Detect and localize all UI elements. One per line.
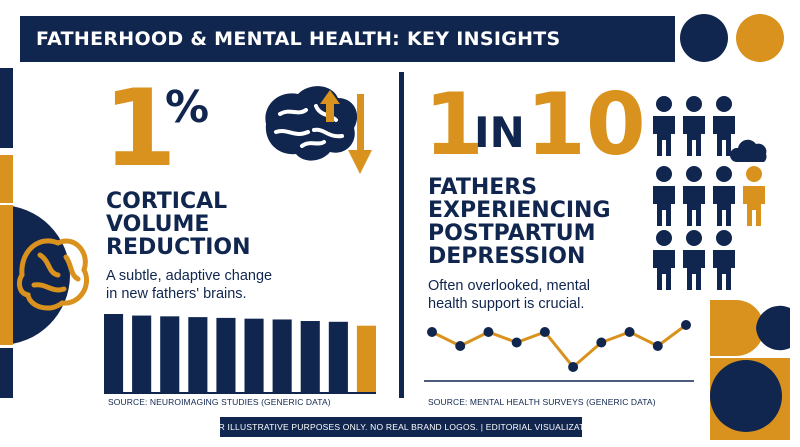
stat-number-a: 1	[424, 75, 484, 175]
person-icon	[713, 230, 735, 290]
line-point	[681, 320, 691, 330]
decorative-block-navy	[0, 68, 13, 148]
decorative-shapes-bottom-right	[710, 300, 790, 440]
bar	[132, 315, 152, 392]
bar	[244, 318, 264, 392]
line-point	[427, 327, 437, 337]
bar-chart	[104, 314, 376, 394]
right-source: SOURCE: MENTAL HEALTH SURVEYS (GENERIC D…	[428, 397, 656, 407]
bar	[188, 317, 208, 392]
line-point	[539, 327, 550, 337]
line-chart	[424, 320, 694, 382]
line-point	[568, 362, 579, 372]
footer-note: NOTE: FOR ILLUSTRATIVE PURPOSES ONLY. NO…	[176, 422, 626, 432]
raincloud-icon	[729, 139, 767, 162]
page-title: FATHERHOOD & MENTAL HEALTH: KEY INSIGHTS	[36, 28, 561, 50]
bar	[272, 319, 292, 392]
brain-with-down-arrow-icon	[265, 86, 372, 174]
bar	[216, 317, 236, 392]
stat-percent: 1 %	[103, 76, 263, 182]
bar	[356, 325, 376, 392]
footer-note-bar: NOTE: FOR ILLUSTRATIVE PURPOSES ONLY. NO…	[177, 417, 625, 437]
person-icon	[743, 166, 765, 226]
stat-number: 1	[103, 67, 177, 190]
stat-in: IN	[474, 108, 525, 157]
left-description: A subtle, adaptive change in new fathers…	[106, 268, 273, 302]
line-point	[483, 327, 494, 337]
person-icon	[683, 230, 705, 290]
bar	[160, 316, 180, 392]
decorative-circles-top	[680, 14, 784, 62]
line-point	[596, 337, 607, 348]
bar	[104, 314, 124, 392]
person-icon	[653, 230, 675, 290]
stat-number-b: 10	[526, 75, 646, 175]
person-icon	[683, 96, 705, 156]
stat-one-in-ten: 1 IN 10	[424, 82, 654, 172]
person-icon	[713, 166, 735, 226]
line-point	[455, 341, 466, 351]
bar	[328, 321, 348, 392]
person-icon	[713, 96, 735, 156]
left-headline: CORTICAL VOLUME REDUCTION	[106, 189, 251, 261]
person-icon	[683, 166, 705, 226]
line-point	[511, 337, 522, 348]
stat-unit: %	[165, 82, 210, 133]
line-series	[431, 323, 687, 370]
person-icon	[653, 96, 675, 156]
decorative-block-gold	[0, 155, 13, 203]
right-description: Often overlooked, mental health support …	[428, 278, 591, 312]
people-group-with-raincloud-icon	[653, 96, 767, 290]
person-icon	[653, 166, 675, 226]
left-source: SOURCE: NEUROIMAGING STUDIES (GENERIC DA…	[108, 397, 331, 407]
brain-outline-icon	[0, 205, 89, 345]
line-point	[652, 341, 663, 351]
bar	[300, 321, 320, 392]
decorative-block-navy-bottom	[0, 348, 13, 398]
title-bar: FATHERHOOD & MENTAL HEALTH: KEY INSIGHTS	[20, 16, 675, 62]
line-point	[624, 327, 635, 337]
panel-divider	[399, 72, 404, 398]
right-headline: FATHERS EXPERIENCING POSTPARTUM DEPRESSI…	[428, 175, 611, 270]
